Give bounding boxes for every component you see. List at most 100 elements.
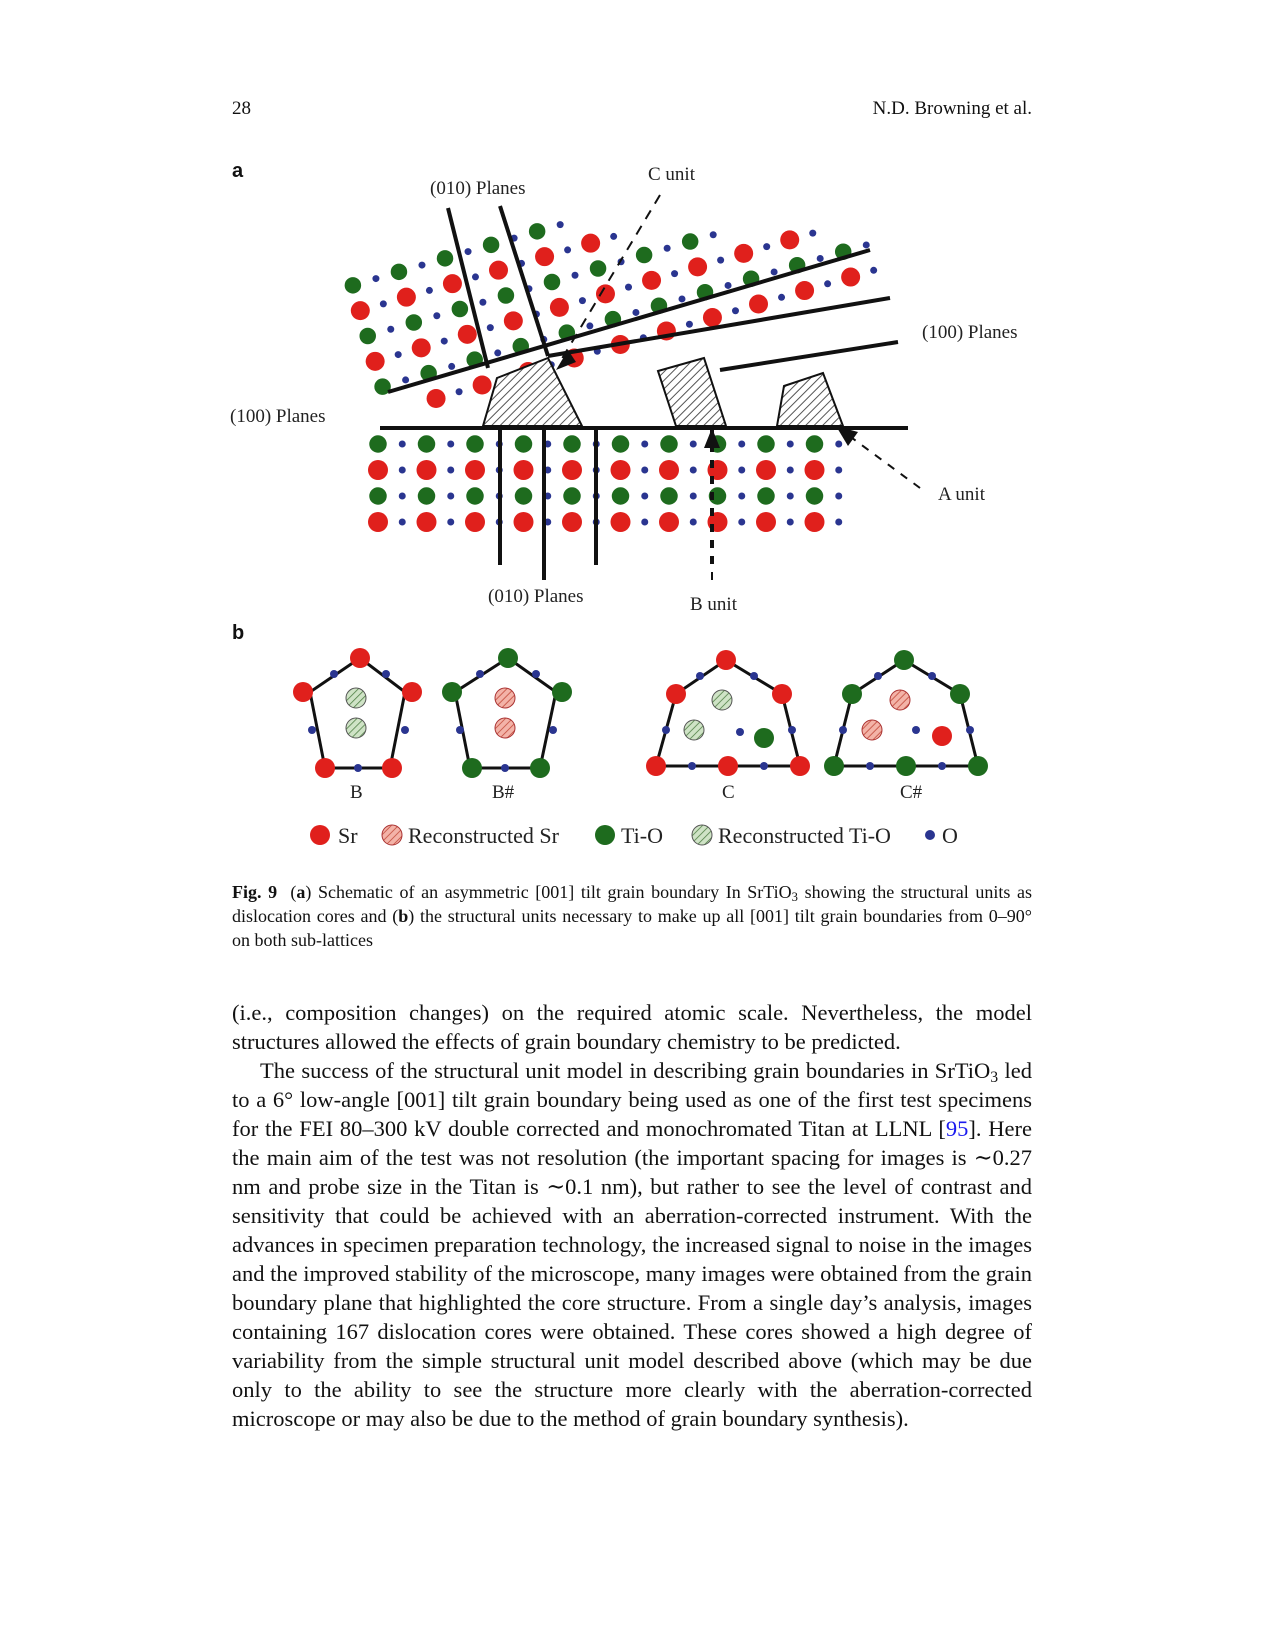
sr-atom	[549, 297, 569, 317]
tio-atom	[495, 284, 517, 307]
sr-atom	[472, 375, 492, 395]
o-atom	[464, 248, 472, 256]
o-atom	[571, 271, 579, 279]
panel-a-schematic: (010) Planes C unit (100) Planes (100) P…	[230, 164, 1018, 615]
o-atom	[724, 281, 732, 289]
o-atom	[663, 244, 671, 252]
sr-atom	[513, 512, 534, 532]
o-atom	[479, 298, 487, 306]
legend-item-o: O	[925, 823, 958, 848]
tio-atom	[415, 484, 438, 508]
sr-atom	[642, 270, 662, 290]
structural-unit-polygons	[481, 356, 845, 427]
pointer-arrows	[556, 194, 921, 580]
sr-atom	[396, 287, 416, 307]
o-atom	[717, 256, 725, 264]
sr-atom	[368, 460, 388, 480]
legend-item-sr: Sr	[310, 823, 358, 848]
a-unit-arrow-line	[843, 431, 921, 489]
label-c-unit: C unit	[648, 164, 696, 185]
body-p2-part-a: The success of the structural unit model…	[260, 1058, 991, 1083]
sr-atom	[365, 351, 385, 371]
legend-item-reconstructed-sr: Reconstructed Sr	[381, 823, 560, 848]
label-b-unit: B unit	[690, 594, 738, 615]
sr-atom	[562, 460, 582, 480]
sr-atom	[795, 281, 815, 301]
o-atom	[398, 518, 406, 526]
o-atom	[809, 229, 817, 237]
sr-atom	[513, 460, 534, 480]
sr-atom	[756, 512, 776, 532]
o-atom	[738, 518, 746, 526]
o-atom	[778, 293, 786, 301]
body-paragraph-1: (i.e., composition changes) on the requi…	[232, 1000, 1032, 1054]
tio-atom	[803, 432, 826, 456]
b-unit-arrowhead	[704, 428, 720, 448]
o-atom	[671, 270, 679, 278]
unit-b	[293, 648, 422, 778]
o-atom	[786, 440, 794, 448]
tio-atom	[366, 432, 390, 456]
o-atom	[578, 297, 586, 305]
plane-line-100-upper-1	[387, 248, 871, 394]
tio-atom	[463, 484, 487, 508]
sr-atom	[562, 512, 582, 532]
o-atom	[689, 466, 697, 474]
o-atom	[689, 440, 697, 448]
tio-atom	[388, 261, 410, 283]
reference-link-95[interactable]: 95	[945, 1116, 969, 1141]
o-atom	[824, 280, 832, 288]
lattice-plane-lines	[380, 205, 908, 580]
legend-label-reconstructed-tio: Reconstructed Ti-O	[718, 823, 891, 848]
structural-unit-b-left	[481, 356, 584, 427]
sr-atom	[411, 338, 431, 358]
panel-b-structural-units: B B# C C#	[293, 648, 988, 803]
o-atom	[641, 440, 649, 448]
o-atom	[447, 466, 455, 474]
o-atom	[835, 518, 843, 526]
o-atom	[770, 268, 778, 276]
o-atom	[738, 492, 746, 500]
o-atom	[418, 261, 426, 269]
sr-atom	[702, 308, 722, 328]
sr-atom	[734, 243, 754, 263]
sr-atom	[804, 512, 825, 532]
legend-label-reconstructed-sr: Reconstructed Sr	[408, 823, 560, 848]
tio-atom	[609, 484, 632, 508]
o-atom	[738, 466, 746, 474]
label-100-planes-left: (100) Planes	[230, 406, 326, 427]
sr-atom	[503, 311, 523, 331]
o-atom	[678, 295, 686, 303]
running-head: 28 N.D. Browning et al.	[232, 98, 1032, 120]
tio-atom	[657, 432, 681, 456]
caption-text-a: Schematic of an asymmetric [001] tilt gr…	[317, 882, 792, 902]
body-p2-part-c: ]. Here the main aim of the test was not…	[232, 1116, 1032, 1431]
o-atom	[372, 275, 380, 283]
sr-atom	[368, 512, 388, 532]
unit-label-c-sharp: C#	[900, 782, 923, 803]
tio-atom	[541, 271, 563, 293]
o-atom	[709, 231, 717, 239]
sr-atom	[465, 512, 485, 532]
sr-atom	[535, 247, 555, 267]
o-atom	[786, 466, 794, 474]
tio-atom	[434, 247, 456, 270]
caption-subscript: 3	[791, 890, 798, 905]
c-unit-arrow-line	[559, 194, 661, 363]
figure-caption: Fig. 9 (a) Schematic of an asymmetric [0…	[232, 882, 1032, 950]
sr-atom	[457, 324, 477, 344]
sr-atom	[610, 460, 631, 480]
body-paragraph-2: The success of the structural unit model…	[232, 1056, 1032, 1433]
o-atom	[379, 300, 387, 308]
o-atom	[433, 312, 441, 320]
plane-line-010-top-1	[446, 207, 490, 369]
tio-atom	[706, 484, 729, 508]
tio-atom	[657, 484, 681, 508]
sr-atom	[756, 460, 776, 480]
running-head-authors: N.D. Browning et al.	[872, 98, 1032, 119]
sr-atom	[465, 460, 485, 480]
unit-b-sharp	[442, 648, 572, 778]
legend-label-tio: Ti-O	[621, 823, 663, 848]
o-atom	[816, 254, 824, 262]
o-atom	[440, 337, 448, 345]
